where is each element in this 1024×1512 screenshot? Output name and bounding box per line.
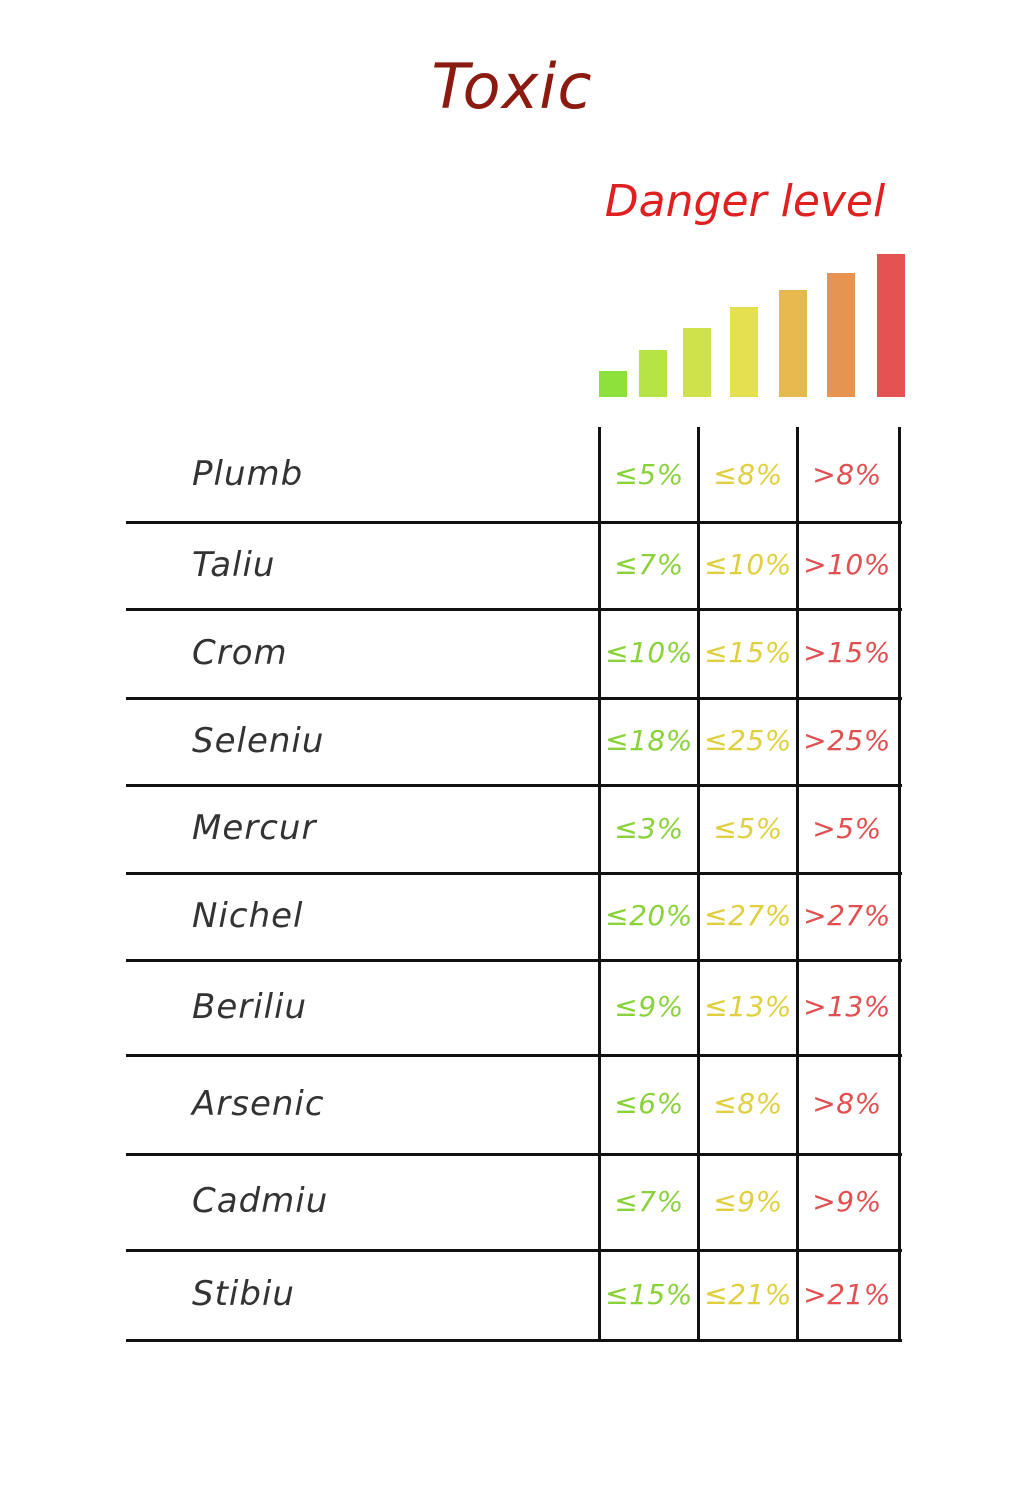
- threshold-low: ≤6%: [614, 1087, 684, 1120]
- table-column-divider: [898, 427, 901, 1341]
- threshold-low: ≤15%: [605, 1277, 693, 1311]
- threshold-low: ≤7%: [614, 1184, 684, 1218]
- element-name: Cadmiu: [192, 1181, 329, 1221]
- threshold-low: ≤5%: [614, 457, 684, 491]
- danger-level-bar-6: [827, 273, 855, 397]
- table-column-divider: [598, 427, 601, 1341]
- table-row-divider: [126, 521, 902, 524]
- danger-level-bar-7: [877, 254, 905, 397]
- danger-level-bar-3: [683, 328, 711, 397]
- danger-level-bar-4: [730, 307, 758, 397]
- table-row: Mercur ≤3% ≤5% >5%: [0, 784, 1024, 872]
- threshold-medium: ≤5%: [713, 811, 783, 845]
- threshold-high: >9%: [812, 1184, 882, 1218]
- threshold-high: >21%: [803, 1277, 891, 1311]
- table-column-divider: [697, 427, 700, 1341]
- threshold-medium: ≤8%: [713, 1087, 783, 1120]
- element-name: Nichel: [192, 895, 304, 936]
- threshold-medium: ≤15%: [704, 636, 792, 669]
- threshold-high: >15%: [803, 636, 891, 669]
- element-name: Mercur: [192, 808, 317, 848]
- threshold-low: ≤7%: [614, 548, 684, 581]
- threshold-high: >8%: [812, 1087, 882, 1120]
- threshold-medium: ≤8%: [713, 457, 783, 491]
- page-title: Toxic: [431, 50, 593, 123]
- table-row-divider: [126, 1153, 902, 1156]
- threshold-high: >27%: [803, 899, 891, 932]
- threshold-medium: ≤10%: [704, 548, 792, 581]
- threshold-medium: ≤13%: [704, 990, 792, 1023]
- table-row: Seleniu ≤18% ≤25% >25%: [0, 697, 1024, 784]
- table-row: Beriliu ≤9% ≤13% >13%: [0, 959, 1024, 1054]
- table-row: Plumb ≤5% ≤8% >8%: [0, 427, 1024, 521]
- element-name: Stibiu: [192, 1274, 295, 1314]
- element-name: Crom: [192, 632, 288, 673]
- table-row-divider: [126, 784, 902, 787]
- threshold-medium: ≤27%: [704, 899, 792, 932]
- threshold-high: >8%: [812, 457, 882, 491]
- threshold-low: ≤10%: [605, 636, 693, 669]
- danger-level-label: Danger level: [604, 176, 886, 227]
- table-row-divider: [126, 1249, 902, 1252]
- element-name: Arsenic: [192, 1083, 325, 1124]
- table-row-divider: [126, 608, 902, 611]
- threshold-high: >25%: [803, 724, 891, 757]
- threshold-medium: ≤9%: [713, 1184, 783, 1218]
- threshold-high: >10%: [803, 548, 891, 581]
- table-row: Crom ≤10% ≤15% >15%: [0, 608, 1024, 697]
- table-row: Taliu ≤7% ≤10% >10%: [0, 521, 1024, 608]
- danger-level-bar-5: [779, 290, 807, 397]
- table-row-divider: [126, 697, 902, 700]
- table-row: Stibiu ≤15% ≤21% >21%: [0, 1249, 1024, 1339]
- table-row-divider: [126, 959, 902, 962]
- threshold-low: ≤18%: [605, 724, 693, 757]
- danger-level-bar-1: [599, 371, 627, 397]
- threshold-low: ≤9%: [614, 990, 684, 1023]
- element-name: Taliu: [192, 544, 276, 585]
- threshold-low: ≤20%: [605, 899, 693, 932]
- table-column-divider: [796, 427, 799, 1341]
- table-row-divider: [126, 1054, 902, 1057]
- table-row: Arsenic ≤6% ≤8% >8%: [0, 1054, 1024, 1153]
- threshold-medium: ≤25%: [704, 724, 792, 757]
- threshold-low: ≤3%: [614, 811, 684, 845]
- table-row-divider: [126, 872, 902, 875]
- table-row: Cadmiu ≤7% ≤9% >9%: [0, 1153, 1024, 1249]
- threshold-medium: ≤21%: [704, 1277, 792, 1311]
- danger-level-bars: [590, 240, 910, 397]
- threshold-high: >13%: [803, 990, 891, 1023]
- danger-level-bar-2: [639, 350, 667, 397]
- element-name: Plumb: [192, 454, 304, 494]
- table-row: Nichel ≤20% ≤27% >27%: [0, 872, 1024, 959]
- element-name: Beriliu: [192, 986, 308, 1027]
- threshold-high: >5%: [812, 811, 882, 845]
- element-name: Seleniu: [192, 720, 325, 761]
- table-row-divider: [126, 1339, 902, 1342]
